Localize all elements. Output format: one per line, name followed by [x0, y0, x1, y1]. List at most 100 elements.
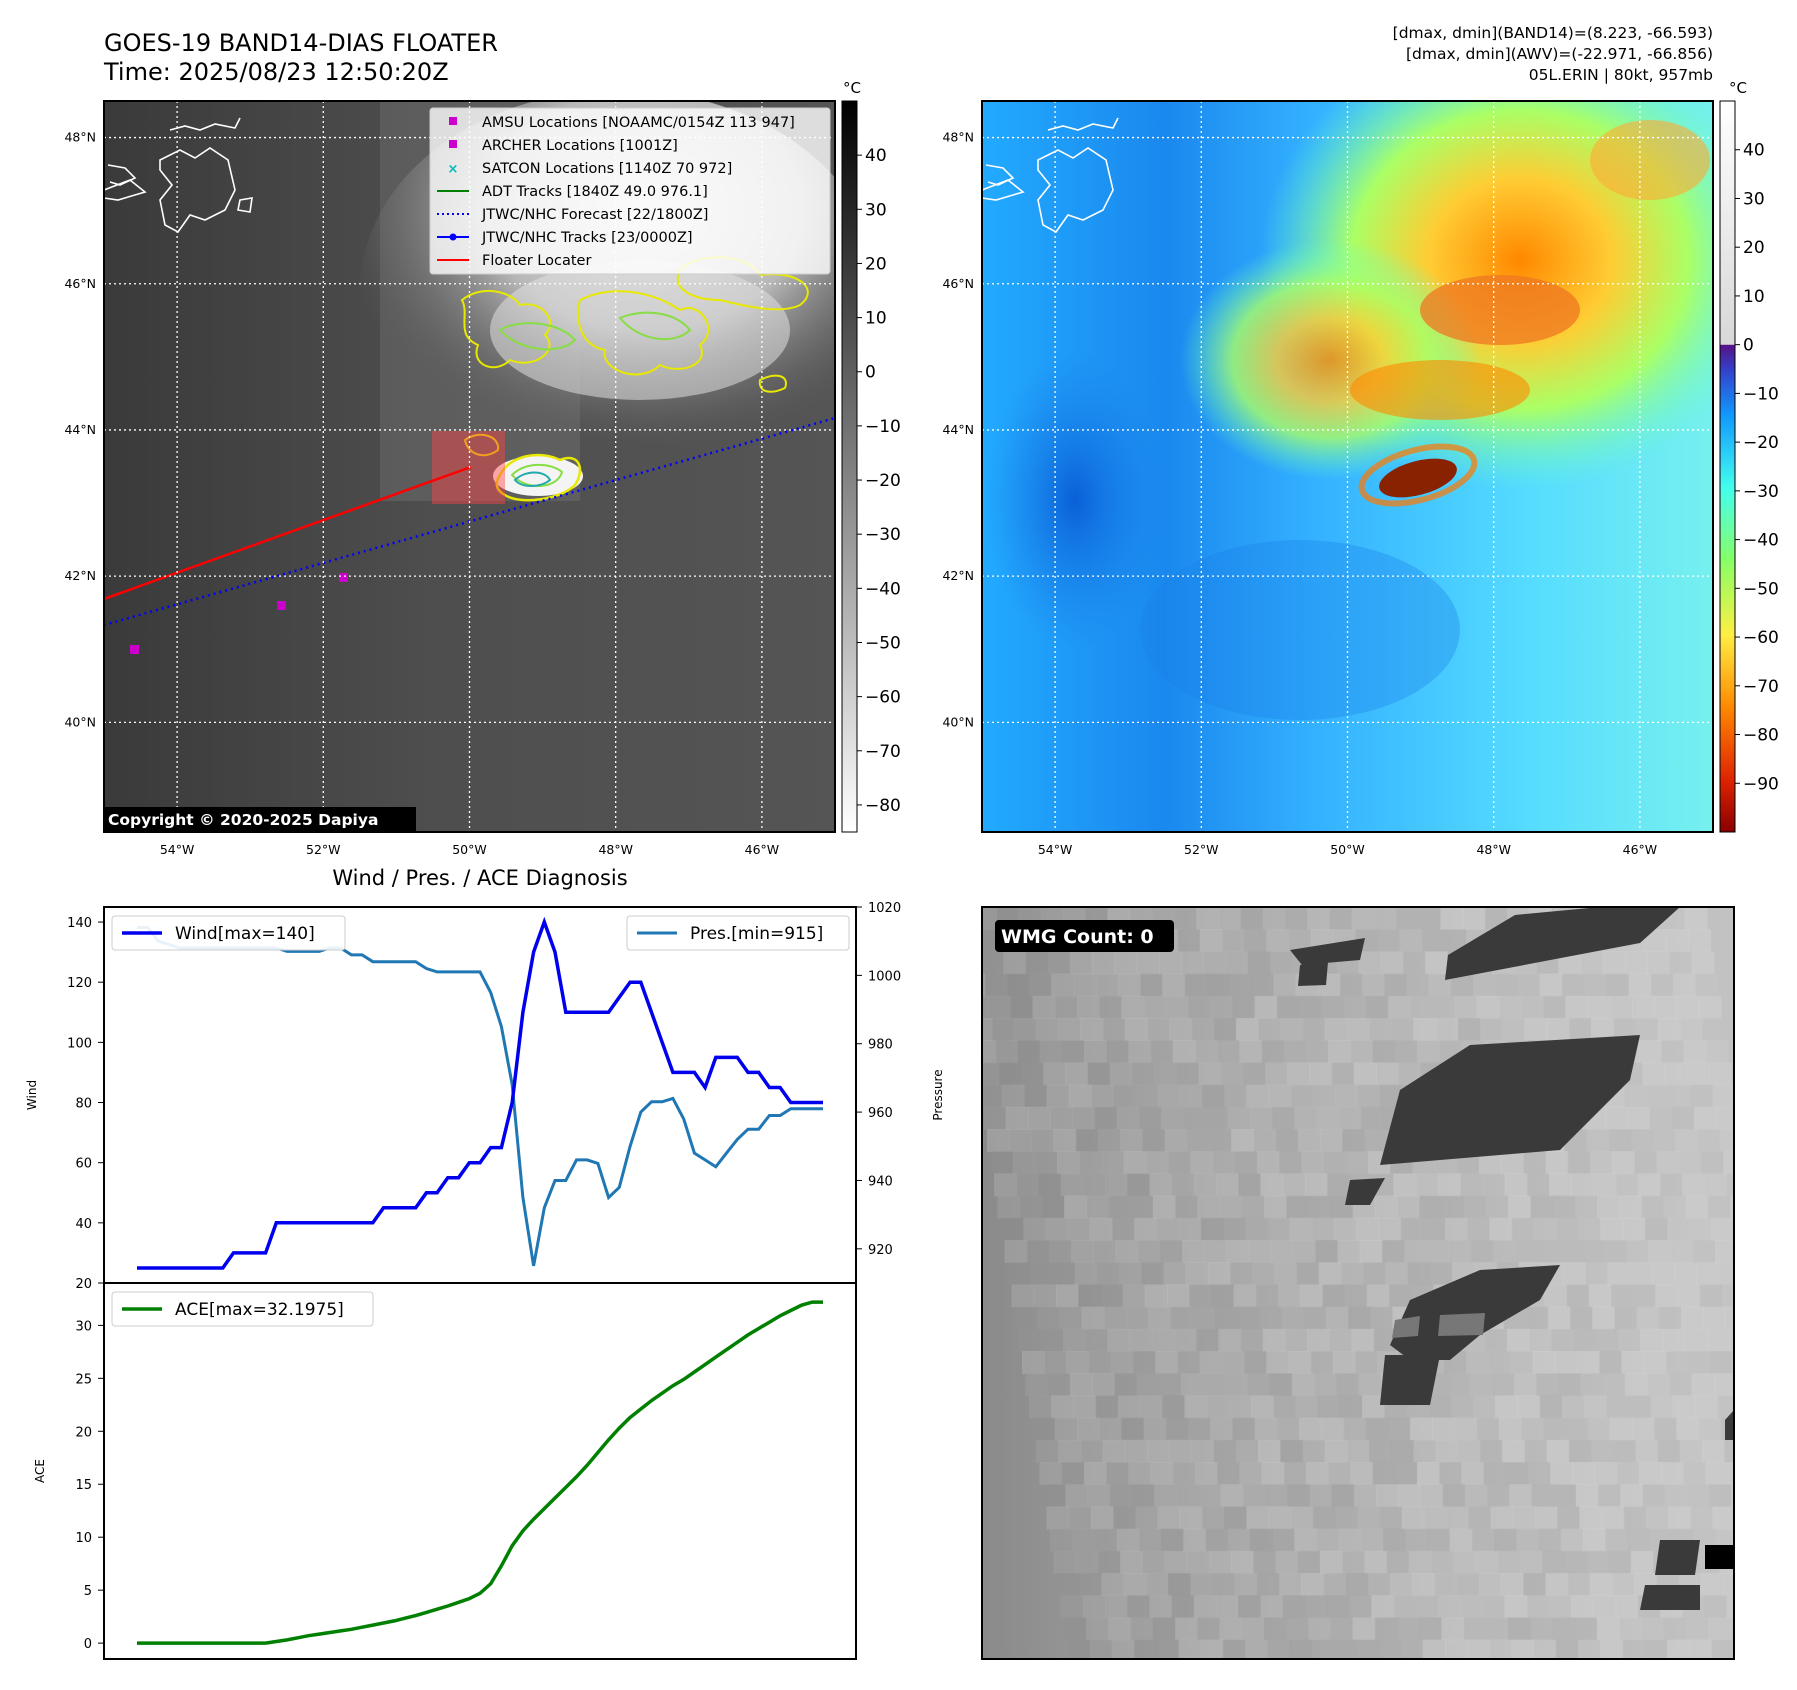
- ir-lon-label: 48°W: [598, 842, 633, 857]
- wmg-tile: [1309, 1062, 1333, 1086]
- wmg-tile: [1273, 973, 1297, 997]
- wmg-tile: [1668, 1506, 1692, 1530]
- wmg-tile: [1067, 1639, 1091, 1659]
- wmg-tile: [1266, 1351, 1290, 1374]
- wmg-tile: [1220, 1484, 1244, 1508]
- wmg-tile: [1441, 1195, 1465, 1219]
- wmg-tile: [1269, 951, 1293, 975]
- wmg-tile: [1101, 1573, 1125, 1596]
- wmg-tile: [1212, 1151, 1236, 1175]
- wmg-tile: [1275, 1550, 1299, 1574]
- wmg-tile: [1674, 1262, 1697, 1286]
- wmg-tile: [1710, 1351, 1734, 1374]
- wmg-tile: [1357, 1506, 1381, 1530]
- ir-storm-core: [493, 456, 583, 496]
- wmg-tile: [1401, 1506, 1425, 1530]
- wmg-tile: [1721, 1284, 1734, 1308]
- ir-lat-label: 48°N: [64, 130, 96, 145]
- wmg-tile: [1070, 951, 1093, 975]
- wv-colorbar-tick-label: −10: [1743, 384, 1779, 404]
- wmg-tile: [1277, 1284, 1301, 1308]
- wmg-tile: [1175, 1195, 1199, 1219]
- wmg-tile: [1647, 951, 1671, 975]
- wmg-tile: [1241, 1195, 1265, 1219]
- wmg-tile: [1358, 1373, 1382, 1397]
- wmg-tile: [1370, 1306, 1394, 1330]
- wmg-tile: [1530, 1617, 1554, 1641]
- wmg-tile: [1342, 1550, 1366, 1574]
- wmg-tile: [1408, 1550, 1432, 1574]
- wmg-tile: [1702, 1439, 1725, 1463]
- wmg-tile: [1444, 1639, 1468, 1659]
- map-legend: × AMSU Locations [NOAAMC/0154Z 113 947] …: [429, 107, 831, 275]
- wmg-tile: [1494, 1528, 1517, 1552]
- wmg-tile: [983, 1106, 1007, 1130]
- wmg-tile: [1247, 1373, 1271, 1397]
- wmg-tile: [1686, 1484, 1710, 1508]
- wmg-tile: [1778, 1640, 1797, 1663]
- wmg-tile: [1609, 995, 1633, 1019]
- wmg-tile: [1127, 1595, 1151, 1619]
- wmg-tile: [1326, 1595, 1350, 1619]
- wmg-tile: [1362, 1395, 1385, 1419]
- wmg-tile: [1051, 1395, 1075, 1419]
- wmg-tile: [1135, 1084, 1159, 1108]
- wmg-tile: [1561, 1395, 1585, 1419]
- wmg-black-cell: [1705, 1545, 1734, 1569]
- wmg-tile: [956, 929, 979, 952]
- wmg-tile: [1461, 1462, 1485, 1485]
- wmg-tile: [1636, 1306, 1660, 1330]
- wmg-tile: [990, 1151, 1014, 1175]
- wmg-tile: [1296, 1262, 1320, 1286]
- wmg-tile: [1013, 1018, 1037, 1041]
- wmg-tile: [1512, 1506, 1536, 1530]
- wmg-tile: [1735, 1506, 1758, 1529]
- wmg-tile: [1140, 1395, 1163, 1419]
- wmg-tile: [1726, 1173, 1734, 1197]
- wmg-tile: [1400, 1217, 1424, 1241]
- wmg-frame: [981, 906, 1735, 1660]
- wmg-tile: [1584, 1395, 1607, 1419]
- wmg-tile: [1272, 1106, 1296, 1130]
- wmg-tile: [1207, 1262, 1231, 1286]
- wv-lon-label: 50°W: [1330, 842, 1365, 857]
- wmg-tile: [1448, 1240, 1472, 1263]
- wmg-tile: [1517, 973, 1541, 997]
- wmg-tile: [1263, 1617, 1287, 1641]
- wmg-tile: [1578, 1639, 1602, 1659]
- wmg-tile: [1580, 1373, 1604, 1397]
- wmg-tile: [987, 1129, 1010, 1152]
- wmg-tile: [1090, 1506, 1114, 1530]
- wmg-tile: [1612, 1151, 1636, 1175]
- wmg-cold-cells: [1290, 907, 1734, 1610]
- wmg-tile: [1004, 1240, 1028, 1263]
- wmg-tile: [1491, 1373, 1515, 1397]
- wmg-tile: [1276, 995, 1300, 1019]
- wmg-tile: [1726, 1595, 1734, 1619]
- wmg-tile: [1596, 1617, 1620, 1641]
- wmg-tile: [1072, 1106, 1096, 1130]
- wmg-tile: [1165, 995, 1189, 1019]
- wmg-tile: [1573, 1328, 1597, 1352]
- wmg-tile: [1079, 1573, 1103, 1596]
- wmg-tile: [1707, 1617, 1731, 1641]
- wind-tick-label: 40: [75, 1217, 92, 1232]
- wmg-tile: [1238, 1595, 1262, 1619]
- wv-colorbar-tick-label: −40: [1743, 531, 1779, 551]
- wmg-tile: [1677, 1284, 1701, 1308]
- wmg-tile: [1050, 1528, 1073, 1552]
- wmg-tile: [1379, 1506, 1403, 1530]
- floater-locator-line: [104, 465, 472, 601]
- wmg-tile: [1303, 1306, 1327, 1330]
- wmg-tile: [1240, 1328, 1264, 1352]
- wmg-tile: [1334, 1217, 1357, 1241]
- wmg-tile: [1415, 1595, 1439, 1619]
- wmg-tile: [1598, 1484, 1621, 1508]
- wmg-tile: [1634, 1151, 1658, 1175]
- wmg-tile: [1566, 1284, 1590, 1308]
- wmg-tile: [1348, 1306, 1371, 1330]
- wmg-tile: [1502, 1018, 1526, 1041]
- wmg-tile: [1536, 1373, 1560, 1397]
- wmg-tile: [1490, 1506, 1514, 1530]
- wmg-tile: [1418, 907, 1442, 930]
